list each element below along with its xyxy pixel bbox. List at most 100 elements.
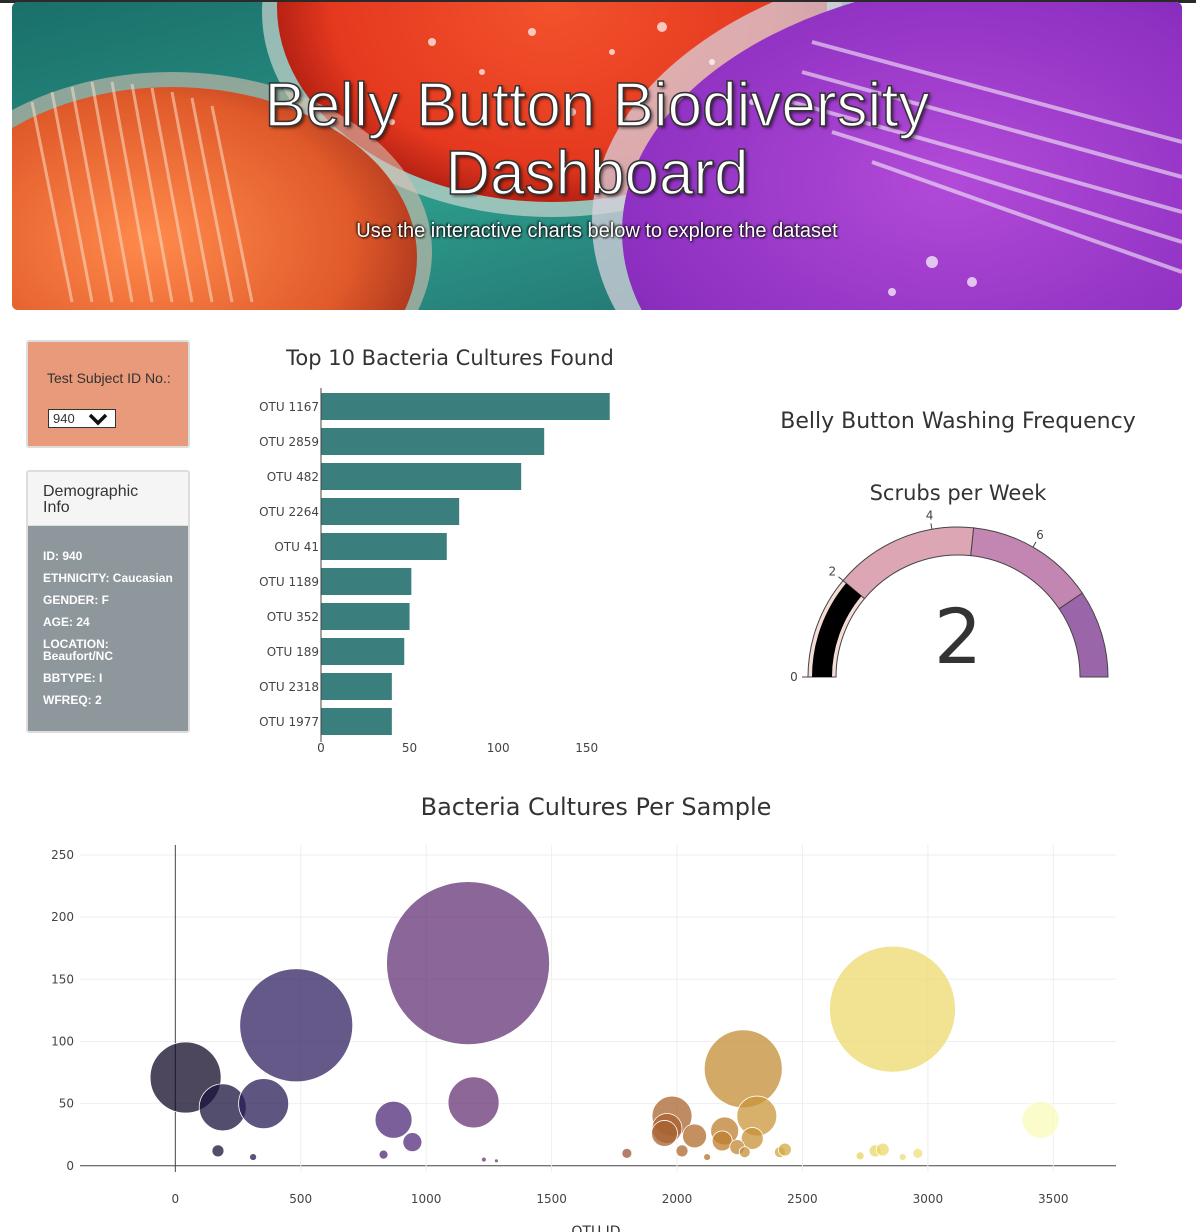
page-subtitle: Use the interactive charts below to expl… (356, 220, 838, 242)
bubble-x-tick-label: 2500 (787, 1192, 818, 1206)
bubble-point-19 (711, 1130, 733, 1152)
gauge-tick-label: 6 (1036, 528, 1044, 542)
bar-otu-1167 (321, 393, 610, 420)
bubble-point-11 (621, 1147, 633, 1159)
bubble-point-28 (1021, 1100, 1060, 1139)
bubble-point-16 (703, 1029, 783, 1109)
gauge-tick-label: 2 (829, 565, 837, 579)
bubble-point-3 (239, 968, 354, 1083)
gauge-band-4 (1058, 592, 1109, 678)
page-title-line1: Belly Button Biodiversity (264, 71, 931, 141)
bubble-point-4 (386, 881, 550, 1046)
demo-bbtype: BBTYPE: I (43, 671, 103, 685)
gauge-tick-label: 4 (926, 508, 934, 522)
bubble-point-2 (238, 1078, 290, 1130)
bubble-x-axis-label: OTU ID (571, 1224, 620, 1232)
bubble-point-22 (738, 1146, 751, 1159)
bar-otu-352 (321, 603, 410, 630)
demographic-info-panel: Demographic Info ID: 940 ETHNICITY: Cauc… (26, 470, 190, 733)
chevron-down-icon (88, 413, 108, 426)
bar-category-label: OTU 1977 (259, 715, 319, 729)
bubble-point-20 (740, 1127, 764, 1150)
bubble-y-tick-label: 150 (51, 972, 74, 986)
bubble-point-27 (829, 945, 956, 1073)
bubble-point-30 (875, 1142, 890, 1157)
bar-otu-1189 (321, 568, 412, 595)
bubble-x-tick-label: 3000 (913, 1192, 944, 1206)
bubble-point-24 (703, 1153, 712, 1161)
subject-selector-label: Test Subject ID No.: (47, 370, 171, 386)
subject-id-select[interactable]: 940 (48, 409, 116, 428)
wash-frequency-gauge[interactable]: Belly Button Washing Frequency Scrubs pe… (740, 390, 1180, 700)
bar-otu-41 (321, 533, 447, 560)
demo-ethnicity: ETHNICITY: Caucasian (43, 571, 173, 585)
bubble-x-tick-label: 0 (172, 1192, 180, 1206)
gauge-title: Belly Button Washing Frequency (780, 409, 1135, 434)
bubble-point-34 (480, 1156, 487, 1163)
bubble-point-33 (898, 1153, 907, 1161)
bubble-y-tick-label: 100 (51, 1034, 74, 1048)
bar-category-label: OTU 189 (267, 645, 319, 659)
gauge-band-2 (842, 526, 975, 600)
bar-otu-482 (321, 463, 522, 490)
bar-otu-2859 (321, 428, 545, 455)
bubble-point-10 (378, 1149, 389, 1160)
subject-id-selected: 940 (53, 411, 75, 426)
bar-otu-189 (321, 638, 405, 665)
bar-otu-2318 (321, 673, 392, 700)
bar-category-label: OTU 1189 (259, 575, 319, 589)
demographic-info-header: Demographic Info (28, 472, 188, 526)
page-title-line2: Dashboard (445, 139, 750, 209)
bubble-x-tick-label: 3500 (1038, 1192, 1069, 1206)
bar-x-tick-label: 0 (317, 741, 325, 755)
bar-category-label: OTU 41 (274, 540, 319, 554)
gauge-subtitle: Scrubs per Week (870, 481, 1048, 505)
bar-category-label: OTU 352 (267, 610, 319, 624)
bubble-point-6 (374, 1100, 413, 1139)
bubble-x-tick-label: 1500 (536, 1192, 567, 1206)
bubble-x-tick-label: 500 (289, 1192, 312, 1206)
bubble-y-tick-label: 0 (66, 1159, 74, 1173)
bubble-x-tick-label: 1000 (411, 1192, 442, 1206)
bacteria-bubble-chart[interactable]: Bacteria Cultures Per Sample OTU ID 0 50 1… (0, 780, 1196, 1232)
bubble-point-8 (211, 1144, 225, 1158)
demo-id: ID: 940 (43, 549, 83, 563)
bubble-point-9 (249, 1153, 257, 1161)
gauge-value-bar (812, 583, 862, 677)
bubble-point-31 (855, 1151, 865, 1161)
bubble-x-tick-label: 2000 (662, 1192, 693, 1206)
bubble-point-15 (682, 1123, 707, 1149)
bar-otu-2264 (321, 498, 460, 525)
gauge-value-number: 2 (934, 592, 982, 681)
bubble-y-tick-label: 200 (51, 910, 74, 924)
bubble-y-tick-label: 50 (59, 1097, 74, 1111)
bar-otu-1977 (321, 708, 392, 735)
bubble-point-26 (777, 1142, 792, 1157)
gauge-tick (930, 523, 933, 530)
petri-dish-background (12, 2, 1182, 310)
demo-age: AGE: 24 (43, 615, 90, 629)
bar-category-label: OTU 482 (267, 470, 319, 484)
gauge-band-3 (970, 527, 1084, 610)
bar-category-label: OTU 2318 (259, 680, 319, 694)
subject-selector-panel: Test Subject ID No.: 940 (26, 340, 190, 448)
bubble-point-32 (912, 1147, 924, 1159)
page-title: Belly Button Biodiversity Dashboard (12, 71, 1182, 209)
bar-x-tick-label: 100 (487, 741, 510, 755)
bar-category-label: OTU 2264 (259, 505, 319, 519)
bar-category-label: OTU 2859 (259, 435, 319, 449)
gauge-tick (838, 576, 844, 581)
hero-banner: Belly Button Biodiversity Dashboard Use … (12, 2, 1182, 310)
demo-wfreq: WFREQ: 2 (43, 693, 102, 707)
bubble-point-35 (494, 1158, 499, 1164)
gauge-tick-label: 0 (790, 670, 798, 684)
top10-bar-chart[interactable]: Top 10 Bacteria Cultures Found OTU 1167 O… (230, 335, 670, 765)
bubble-point-7 (402, 1132, 423, 1153)
demo-location: LOCATION: Beaufort/NC (43, 637, 114, 663)
demographic-info-title: Demographic Info (43, 483, 139, 516)
bar-chart-title: Top 10 Bacteria Cultures Found (285, 346, 614, 370)
bar-x-tick-label: 150 (575, 741, 598, 755)
bubble-chart-title: Bacteria Cultures Per Sample (421, 793, 772, 821)
bubble-point-14 (651, 1120, 678, 1147)
demographic-info-body: ID: 940 ETHNICITY: Caucasian GENDER: F A… (28, 526, 188, 731)
